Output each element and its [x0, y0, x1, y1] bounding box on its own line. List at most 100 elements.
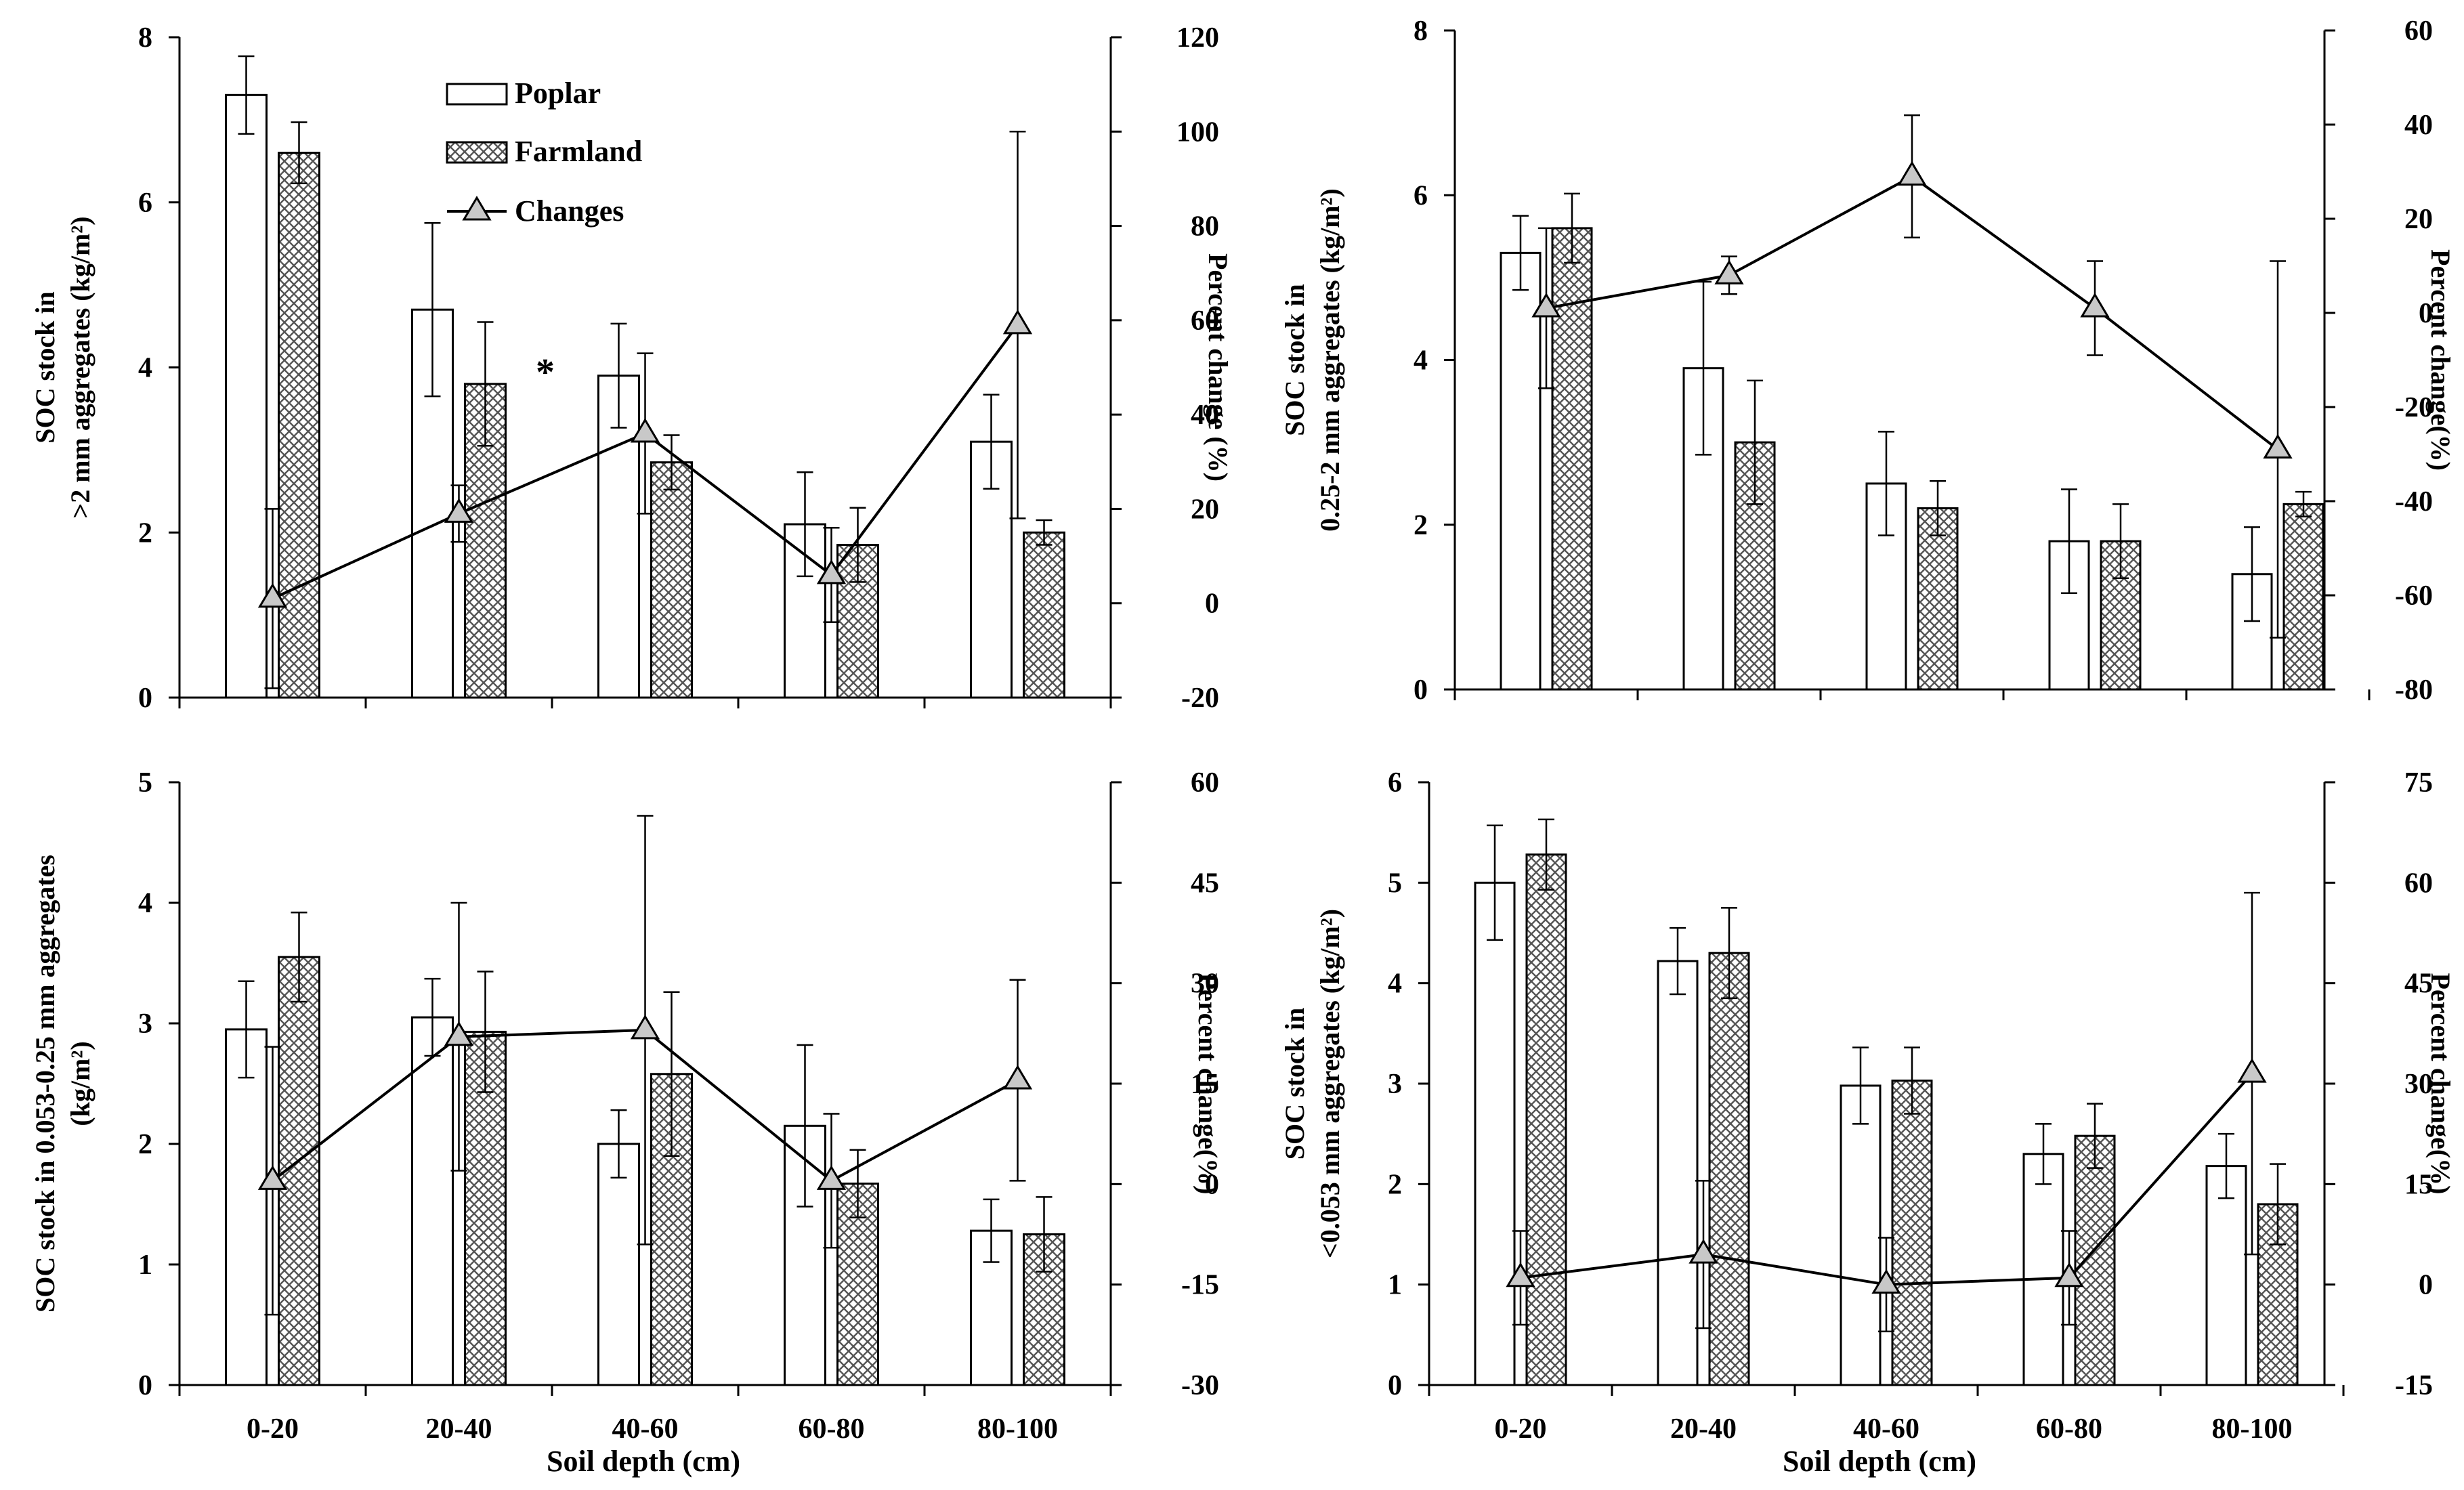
changes-marker	[816, 1165, 847, 1190]
y2-axis-title: Percent change(%)	[2425, 249, 2456, 471]
bar-poplar	[597, 1143, 640, 1386]
y2-axis-title: Percent change(%)	[1193, 973, 1223, 1195]
error-bar-poplar	[1670, 927, 1686, 996]
error-bar-poplar	[238, 980, 255, 1079]
bar-poplar	[2022, 1153, 2064, 1386]
y2-tick-label: -15	[1181, 1270, 1219, 1301]
y-tick-label: 0	[138, 683, 152, 714]
bar-poplar	[1840, 1084, 1882, 1386]
y2-tick-label: 80	[1191, 211, 1219, 242]
error-bar-farmland	[1747, 379, 1763, 505]
changes-marker	[1897, 161, 1927, 186]
y-tick-label: 3	[138, 1008, 152, 1040]
y-axis-title-line: (kg/m²)	[65, 1041, 95, 1126]
x-tick-label: 40-60	[1853, 1413, 1919, 1445]
legend-marker-changes	[462, 196, 492, 221]
error-bar-farmland	[477, 321, 494, 447]
error-bar-farmland	[1036, 519, 1053, 546]
y2-tick-label: 20	[1191, 494, 1219, 525]
y-tick-label: 2	[1388, 1169, 1402, 1200]
changes-marker	[2237, 1058, 2267, 1083]
y2-tick-label: 0	[2419, 1270, 2433, 1301]
bar-poplar	[1474, 881, 1516, 1386]
bar-farmland	[1023, 531, 1065, 699]
y2-tick-label: -20	[2395, 392, 2433, 423]
y2-axis-title: Percent change(%)	[2425, 973, 2456, 1195]
y-axis-title-line: <0.053 mm aggregates (kg/m²)	[1315, 909, 1345, 1258]
significance-asterisk: *	[536, 352, 555, 393]
changes-marker	[2263, 433, 2293, 459]
x-tick-label: 60-80	[799, 1413, 865, 1445]
y2-tick-label: 40	[2404, 110, 2433, 141]
y-tick-label: 4	[1414, 345, 1428, 377]
y2-tick-label: 60	[1191, 767, 1219, 799]
error-bar-farmland	[849, 507, 866, 583]
y-axis-title-line: SOC stock in	[1279, 1008, 1310, 1160]
y2-tick-label: 60	[1191, 305, 1219, 337]
error-bar-farmland	[1904, 1046, 1920, 1115]
x-tick-label: 20-40	[1670, 1413, 1737, 1445]
changes-marker	[1688, 1239, 1718, 1264]
x-tick-label: 0-20	[1495, 1413, 1547, 1445]
bar-poplar	[1500, 251, 1542, 691]
changes-marker	[1002, 1065, 1033, 1090]
error-bar-poplar	[983, 393, 1000, 490]
legend: Poplar Farmland Changes	[446, 77, 642, 228]
bar-poplar	[1657, 960, 1699, 1386]
y-tick-label: 2	[138, 1129, 152, 1160]
error-bar-poplar	[2218, 1132, 2234, 1199]
changes-marker	[816, 559, 847, 584]
y-axis-title-line: SOC stock in	[1279, 284, 1310, 436]
changes-marker	[630, 1014, 660, 1040]
y-axis-title-line: SOC stock in	[30, 291, 60, 444]
error-bar-poplar	[1878, 431, 1894, 536]
changes-marker	[2080, 293, 2110, 318]
error-bar-farmland	[1538, 818, 1554, 891]
changes-marker	[444, 498, 474, 523]
legend-label-changes: Changes	[515, 194, 624, 228]
y2-tick-label: -60	[2395, 580, 2433, 612]
bar-farmland	[1551, 227, 1593, 691]
y-tick-label: 3	[1388, 1069, 1402, 1100]
x-axis-title-right: Soil depth (cm)	[1783, 1445, 1976, 1478]
y2-tick-label: 15	[1191, 1069, 1219, 1100]
changes-marker	[1714, 259, 1744, 284]
y-tick-label: 4	[138, 353, 152, 384]
y-axis-title-line: 0.25-2 mm aggregates (kg/m²)	[1315, 188, 1345, 532]
legend-label-poplar: Poplar	[515, 77, 601, 110]
y2-tick-label: 30	[2404, 1069, 2433, 1100]
changes-marker	[1002, 309, 1033, 335]
y-tick-label: 1	[138, 1250, 152, 1281]
error-bar-farmland	[477, 971, 494, 1093]
y2-tick-label: -30	[1181, 1370, 1219, 1401]
bar-poplar	[597, 375, 640, 699]
error-bar-poplar	[1487, 824, 1503, 941]
changes-marker	[444, 1021, 474, 1046]
y2-tick-label: 20	[2404, 204, 2433, 235]
y-tick-label: 1	[1388, 1270, 1402, 1301]
legend-swatch-farmland	[446, 141, 508, 164]
error-bar-farmland	[849, 1149, 866, 1218]
bar-farmland	[1708, 952, 1750, 1386]
error-bar-poplar	[610, 1109, 627, 1179]
error-bar-poplar	[1512, 215, 1529, 291]
y-tick-label: 0	[138, 1370, 152, 1401]
changes-marker	[1506, 1262, 1535, 1287]
bar-farmland	[2074, 1134, 2116, 1386]
bar-poplar	[225, 1028, 268, 1386]
y-axis-title-line: SOC stock in 0.053-0.25 mm aggregates	[30, 855, 60, 1313]
error-bar-farmland	[663, 991, 680, 1157]
y-tick-label: 0	[1388, 1370, 1402, 1401]
y-tick-label: 8	[1414, 16, 1428, 47]
bar-poplar	[2048, 540, 2090, 691]
error-bar-farmland	[2112, 503, 2129, 580]
y2-tick-label: 0	[2419, 298, 2433, 329]
panel-top-left: 0 2 4 6 8 -20 0 20 40 60 80 100 120 SOC stock in >2 mm…	[30, 22, 1233, 714]
y2-tick-label: -15	[2395, 1370, 2433, 1401]
bar-farmland	[1917, 507, 1959, 691]
changes-marker	[630, 418, 660, 443]
error-bar-farmland	[1036, 1196, 1053, 1273]
error-bar-poplar	[2035, 1123, 2052, 1185]
bar-farmland	[1525, 853, 1567, 1386]
